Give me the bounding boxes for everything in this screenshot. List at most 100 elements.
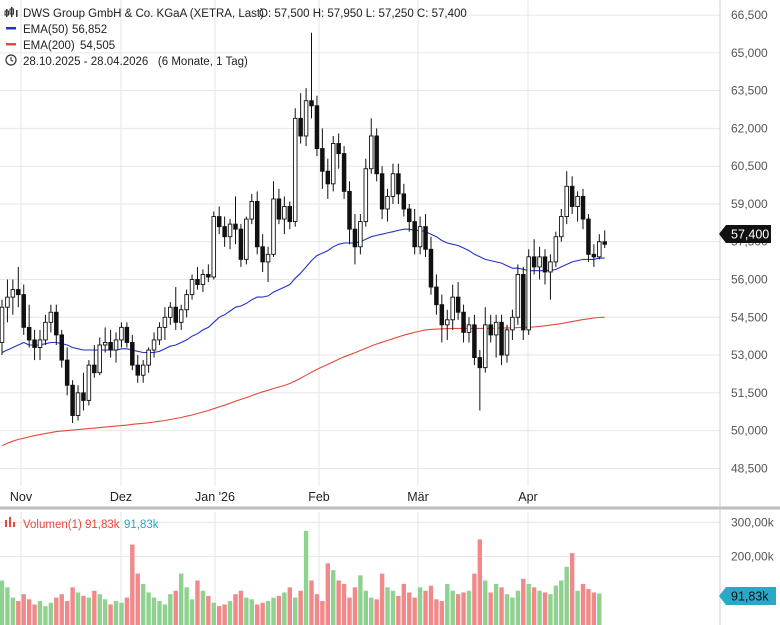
legend: DWS Group GmbH & Co. KGaA (XETRA, Last) … <box>4 7 467 68</box>
volume-bar <box>559 580 564 625</box>
candle-body-down <box>81 392 86 401</box>
volume-bar <box>195 580 200 625</box>
candle <box>292 108 298 227</box>
volume-bar <box>64 601 70 625</box>
instrument-title: DWS Group GmbH & Co. KGaA (XETRA, Last) <box>23 8 264 20</box>
x-tick-label: Dez <box>110 490 132 504</box>
candle <box>244 216 249 265</box>
volume-bar <box>108 604 113 625</box>
volume-bar <box>48 602 54 625</box>
x-tick-label: Apr <box>518 490 537 504</box>
volume-bar <box>407 592 412 625</box>
x-tick-label: Nov <box>10 490 33 504</box>
y-tick-label: 48,500 <box>731 461 768 475</box>
volume-bar <box>10 597 16 625</box>
candle-body-down <box>428 248 434 288</box>
candle <box>586 214 591 262</box>
candle <box>303 88 309 147</box>
candle-body-down <box>396 173 401 195</box>
volume-bar <box>206 595 211 625</box>
candle-body-up <box>113 339 119 351</box>
volume-bar <box>282 592 287 625</box>
candle-body-up <box>330 143 336 185</box>
candle-body-down <box>379 173 385 210</box>
candle-body-up <box>184 294 189 311</box>
candle-body-down <box>401 193 407 210</box>
date-range: 28.10.2025 - 28.04.2026 (6 Monate, 1 Tag… <box>23 56 248 68</box>
volume-bar <box>521 578 526 625</box>
volume-bar <box>238 590 244 625</box>
last-price-tag: 57,400 <box>719 225 771 243</box>
candle <box>428 236 434 295</box>
candle <box>26 304 32 348</box>
candle-body-down <box>54 311 59 336</box>
candle <box>16 266 21 308</box>
candle <box>472 314 477 366</box>
y-tick-label: 59,000 <box>731 197 768 211</box>
volume-bar <box>569 553 575 625</box>
candle <box>254 191 260 255</box>
volume-bar <box>537 590 542 625</box>
candle <box>140 360 146 383</box>
y-tick-label: 56,000 <box>731 273 768 287</box>
candle-body-down <box>472 324 477 359</box>
volume-bar <box>325 563 330 625</box>
volume-bar <box>477 539 483 625</box>
candle-body-up <box>151 339 157 351</box>
volume-bar <box>504 594 510 625</box>
candle-body-up <box>559 216 564 238</box>
candle-body-down <box>314 105 320 150</box>
candle <box>178 304 184 330</box>
volume-bar <box>146 592 151 625</box>
candle-body-down <box>374 135 379 175</box>
volume-y-tick-label: 200,00k <box>731 550 775 564</box>
volume-bar <box>178 573 184 625</box>
candle <box>412 209 417 255</box>
volume-bar <box>124 597 130 625</box>
candle-body-up <box>10 289 16 298</box>
candle-body-up <box>445 319 450 326</box>
candle <box>358 214 363 255</box>
candle <box>151 332 157 358</box>
volume-bar <box>401 583 407 625</box>
volume-bar <box>358 575 363 625</box>
candle-body-up <box>526 256 531 331</box>
volume-bar <box>331 570 336 625</box>
candle-body-down <box>423 226 428 250</box>
volume-bar <box>276 595 282 625</box>
candle <box>173 287 179 330</box>
candle <box>37 329 43 361</box>
y-tick-label: 60,500 <box>731 159 768 173</box>
candle <box>352 214 358 265</box>
ema50-value: 56,852 <box>72 24 107 36</box>
candle <box>124 322 130 348</box>
candle <box>222 216 227 247</box>
candle-body-up <box>504 329 510 356</box>
candle <box>407 203 412 232</box>
y-tick-label: 51,500 <box>731 386 768 400</box>
volume-bar <box>130 544 135 625</box>
candle <box>135 355 140 383</box>
candle-body-up <box>249 201 255 220</box>
candle-body-up <box>466 324 472 333</box>
candle <box>70 380 75 424</box>
candle <box>559 209 564 242</box>
candle <box>298 93 303 144</box>
bar-chart-icon <box>4 7 18 17</box>
candle-body-down <box>59 334 64 361</box>
candle <box>238 224 244 267</box>
candle-body-down <box>569 185 575 207</box>
candle-body-down <box>347 190 352 230</box>
candle <box>309 32 314 119</box>
volume-bar <box>591 592 597 625</box>
candle-body-up <box>0 306 5 343</box>
volume-y-tick-label: 300,00k <box>731 515 775 529</box>
candle-body-up <box>390 173 396 197</box>
candle-body-up <box>189 279 195 296</box>
x-tick-label: Jan '26 <box>195 490 235 504</box>
volume-bar <box>586 589 591 625</box>
candle <box>282 196 287 235</box>
candle-body-down <box>64 359 70 386</box>
volume-bar <box>445 583 450 625</box>
